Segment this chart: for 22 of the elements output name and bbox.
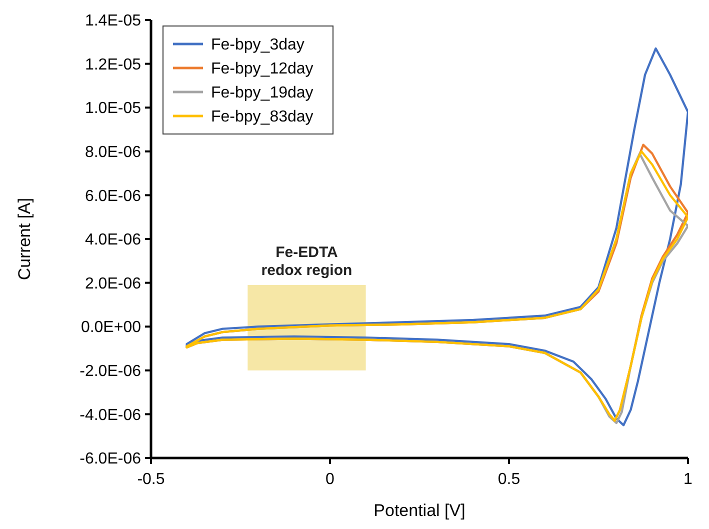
y-tick-label: -2.0E-06 (80, 363, 142, 380)
y-tick-label: 4.0E-06 (84, 232, 142, 249)
legend-label: Fe-bpy_83day (211, 108, 314, 126)
x-tick-label: -0.5 (137, 471, 165, 488)
y-tick-label: -4.0E-06 (80, 406, 142, 424)
y-tick-label: 6.0E-06 (84, 188, 142, 205)
x-axis-title: Potential [V] (374, 501, 466, 520)
x-tick-label: 0.5 (498, 471, 520, 488)
legend-label: Fe-bpy_12day (211, 60, 314, 78)
y-tick-label: 2.0E-06 (84, 275, 142, 292)
band-label: Fe-EDTA redox region (261, 244, 352, 279)
y-tick-label: 1.4E-05 (84, 12, 142, 30)
y-tick-label: 1.0E-05 (84, 100, 142, 118)
y-axis-title: Current [A] (15, 198, 34, 280)
legend-label: Fe-bpy_19day (211, 84, 314, 102)
y-tick-label: 0.0E+00 (80, 319, 142, 336)
x-tick-label: 1 (684, 471, 693, 488)
x-tick-label: 0 (326, 471, 335, 488)
legend-label: Fe-bpy_3day (211, 36, 304, 54)
y-tick-label: 8.0E-06 (84, 144, 142, 161)
y-tick-label: 1.2E-05 (84, 56, 142, 74)
y-tick-label: -6.0E-06 (80, 450, 142, 468)
